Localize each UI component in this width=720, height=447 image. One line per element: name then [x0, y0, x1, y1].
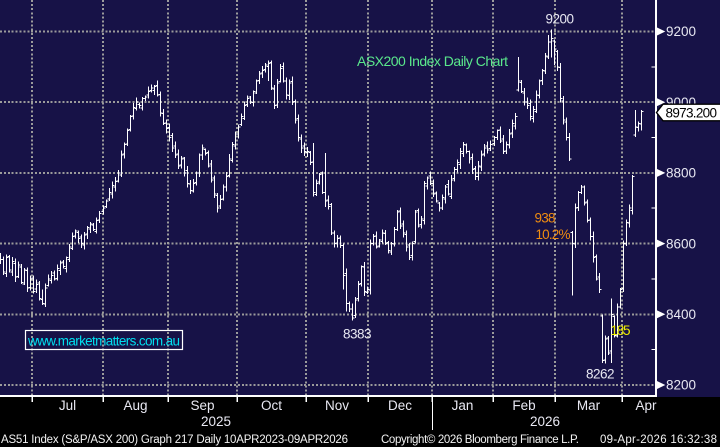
- svg-text:Jul: Jul: [59, 398, 76, 413]
- svg-text:9200: 9200: [666, 24, 696, 39]
- svg-text:Apr: Apr: [635, 398, 657, 413]
- svg-text:Feb: Feb: [512, 398, 535, 413]
- svg-text:8973.200: 8973.200: [666, 105, 718, 120]
- svg-text:8400: 8400: [666, 307, 696, 322]
- svg-text:938: 938: [535, 211, 556, 226]
- svg-text:09-Apr-2026 16:32:38: 09-Apr-2026 16:32:38: [600, 434, 717, 446]
- svg-text:2026: 2026: [530, 414, 560, 429]
- svg-text:Sep: Sep: [190, 398, 214, 413]
- svg-text:8800: 8800: [666, 166, 696, 181]
- svg-text:8600: 8600: [666, 236, 696, 251]
- svg-text:10.2%: 10.2%: [536, 227, 571, 242]
- svg-text:AS51 Index (S&P/ASX 200) Graph: AS51 Index (S&P/ASX 200) Graph 217 Daily…: [1, 434, 348, 446]
- svg-text:2025: 2025: [201, 414, 231, 429]
- svg-text:185: 185: [611, 323, 631, 338]
- svg-text:ASX200 Index Daily Chart: ASX200 Index Daily Chart: [357, 53, 508, 69]
- svg-text:8200: 8200: [666, 378, 696, 393]
- svg-text:Dec: Dec: [388, 398, 412, 413]
- svg-text:Aug: Aug: [123, 398, 147, 413]
- svg-text:www.marketmatters.com.au: www.marketmatters.com.au: [27, 334, 180, 349]
- svg-text:Oct: Oct: [261, 398, 282, 413]
- svg-text:Nov: Nov: [325, 398, 349, 413]
- svg-text:Jan: Jan: [452, 398, 474, 413]
- svg-text:8262: 8262: [586, 367, 615, 382]
- svg-text:Mar: Mar: [577, 398, 601, 413]
- svg-text:9200: 9200: [546, 12, 575, 27]
- svg-text:8383: 8383: [343, 327, 372, 342]
- svg-text:Copyright© 2026 Bloomberg Fina: Copyright© 2026 Bloomberg Finance L.P.: [381, 434, 579, 446]
